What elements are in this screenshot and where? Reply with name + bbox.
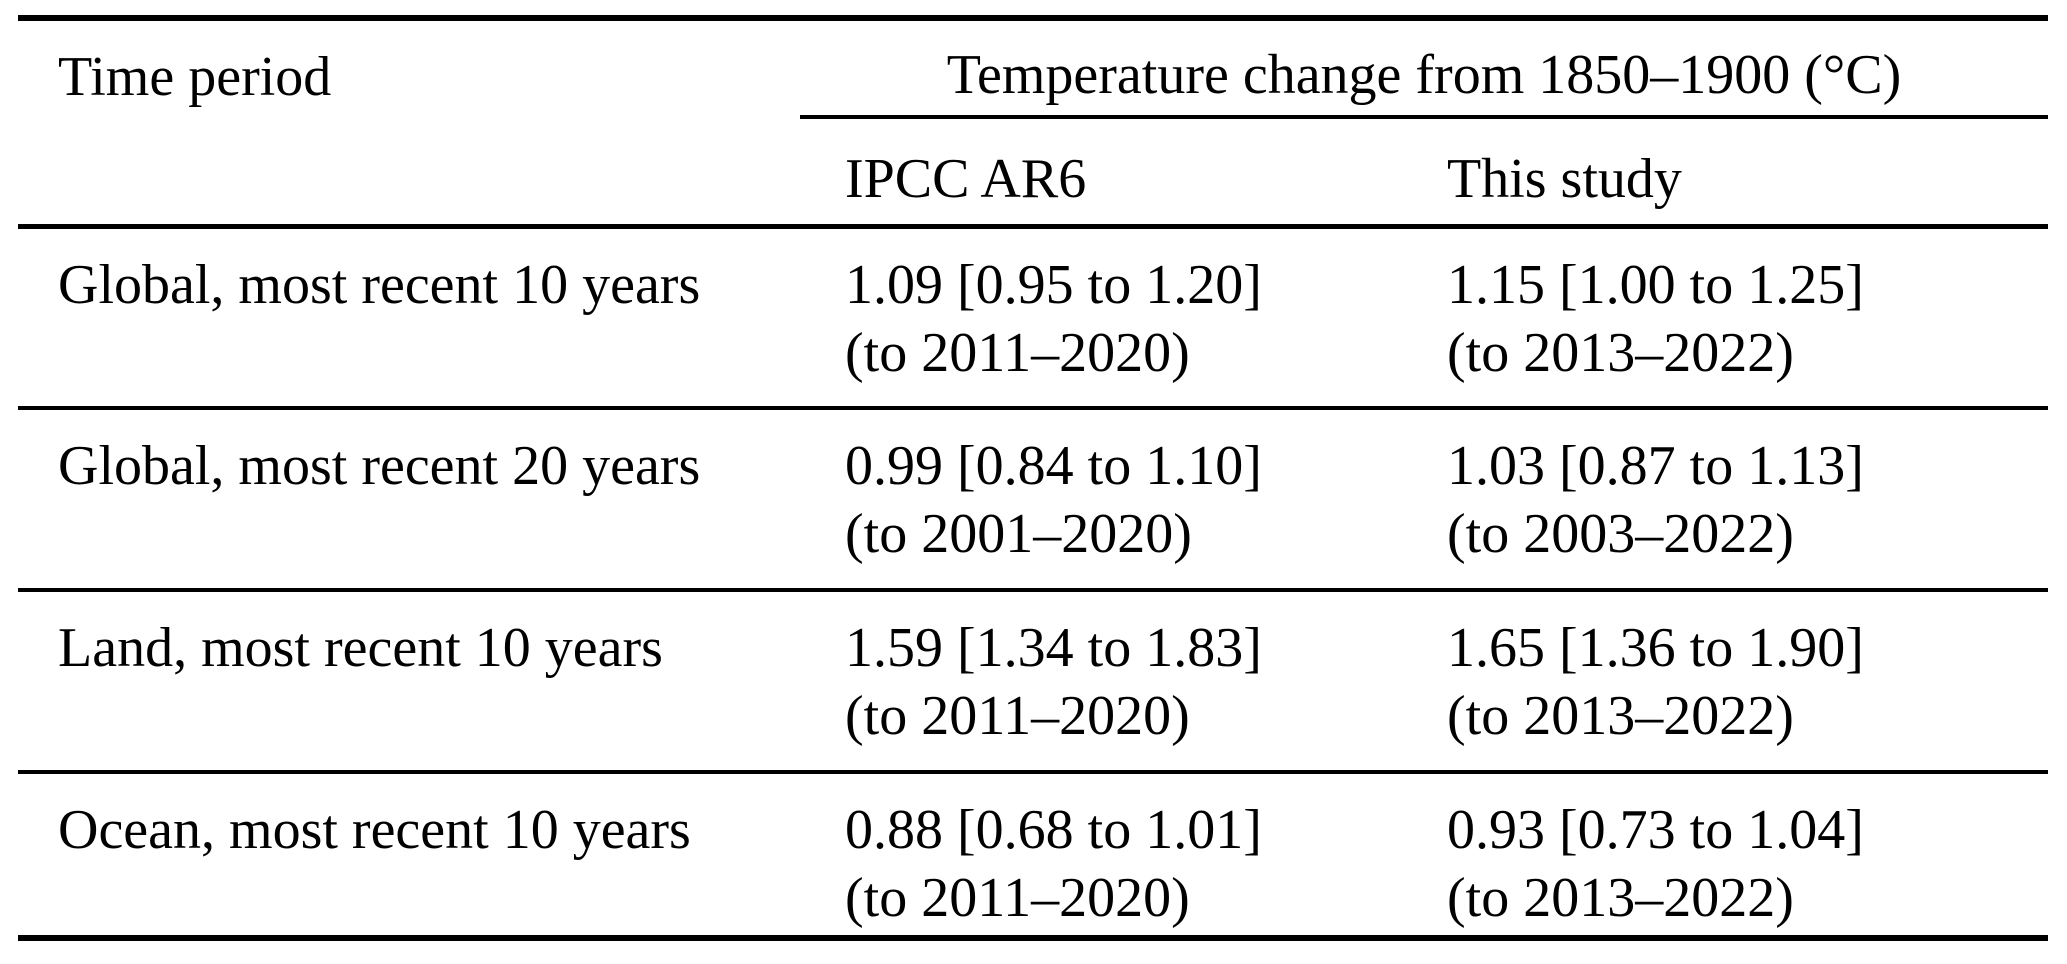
cell-ipcc-ar6: 0.99 [0.84 to 1.10] (to 2001–2020)	[800, 408, 1402, 592]
cell-this-study: 1.03 [0.87 to 1.13] (to 2003–2022)	[1402, 408, 2049, 592]
table-row-global-20yr: Global, most recent 20 years 0.99 [0.84 …	[18, 408, 2049, 592]
value-primary: 1.15 [1.00 to 1.25]	[1447, 253, 1864, 316]
cell-ipcc-ar6: 0.88 [0.68 to 1.01] (to 2011–2020)	[800, 772, 1402, 938]
value-primary: 1.65 [1.36 to 1.90]	[1447, 617, 1864, 679]
header-row-sources: IPCC AR6 This study	[18, 117, 2049, 229]
cell-ipcc-ar6: 1.09 [0.95 to 1.20] (to 2011–2020)	[800, 226, 1402, 410]
header-row-span: Time period Temperature change from 1850…	[18, 18, 2049, 229]
row-label: Land, most recent 10 years	[18, 590, 800, 774]
value-period: (to 2011–2020)	[845, 867, 1190, 929]
cell-this-study: 0.93 [0.73 to 1.04] (to 2013–2022)	[1402, 772, 2048, 938]
row-label: Global, most recent 10 years	[18, 226, 800, 410]
subheader-ipcc-ar6: IPCC AR6	[800, 117, 1402, 229]
value-primary: 0.93 [0.73 to 1.04]	[1447, 799, 1864, 861]
row-label: Global, most recent 20 years	[18, 408, 800, 592]
value-primary: 0.99 [0.84 to 1.10]	[845, 435, 1262, 497]
value-period: (to 2011–2020)	[845, 685, 1190, 747]
span-header-temperature-change: Temperature change from 1850–1900 (°C)	[800, 18, 2049, 119]
row-label: Ocean, most recent 10 years	[58, 799, 691, 861]
value-period: (to 2003–2022)	[1447, 503, 1794, 565]
value-period: (to 2013–2022)	[1447, 685, 1794, 747]
cell-ipcc-ar6: 1.59 [1.34 to 1.83] (to 2011–2020)	[800, 590, 1402, 774]
table-row-ocean-10yr: Ocean, most recent 10 years 0.88 [0.68 t…	[18, 772, 2048, 938]
value-period: (to 2011–2020)	[845, 321, 1190, 384]
table-row-land-10yr: Land, most recent 10 years 1.59 [1.34 to…	[18, 590, 2049, 774]
value-primary: 1.09 [0.95 to 1.20]	[845, 253, 1262, 316]
value-period: (to 2001–2020)	[845, 503, 1192, 565]
cell-this-study: 1.15 [1.00 to 1.25] (to 2013–2022)	[1402, 226, 2049, 410]
value-primary: 1.03 [0.87 to 1.13]	[1447, 435, 1864, 497]
value-primary: 1.59 [1.34 to 1.83]	[845, 617, 1262, 679]
temperature-comparison-table: Time period Temperature change from 1850…	[18, 15, 2049, 941]
cell-this-study: 1.65 [1.36 to 1.90] (to 2013–2022)	[1402, 590, 2049, 774]
subheader-this-study: This study	[1402, 117, 2049, 229]
column-header-time-period: Time period	[18, 18, 800, 229]
value-primary: 0.88 [0.68 to 1.01]	[845, 799, 1262, 861]
table-row-global-10yr: Global, most recent 10 years 1.09 [0.95 …	[18, 226, 2049, 410]
value-period: (to 2013–2022)	[1447, 867, 1794, 929]
value-period: (to 2013–2022)	[1447, 321, 1794, 384]
